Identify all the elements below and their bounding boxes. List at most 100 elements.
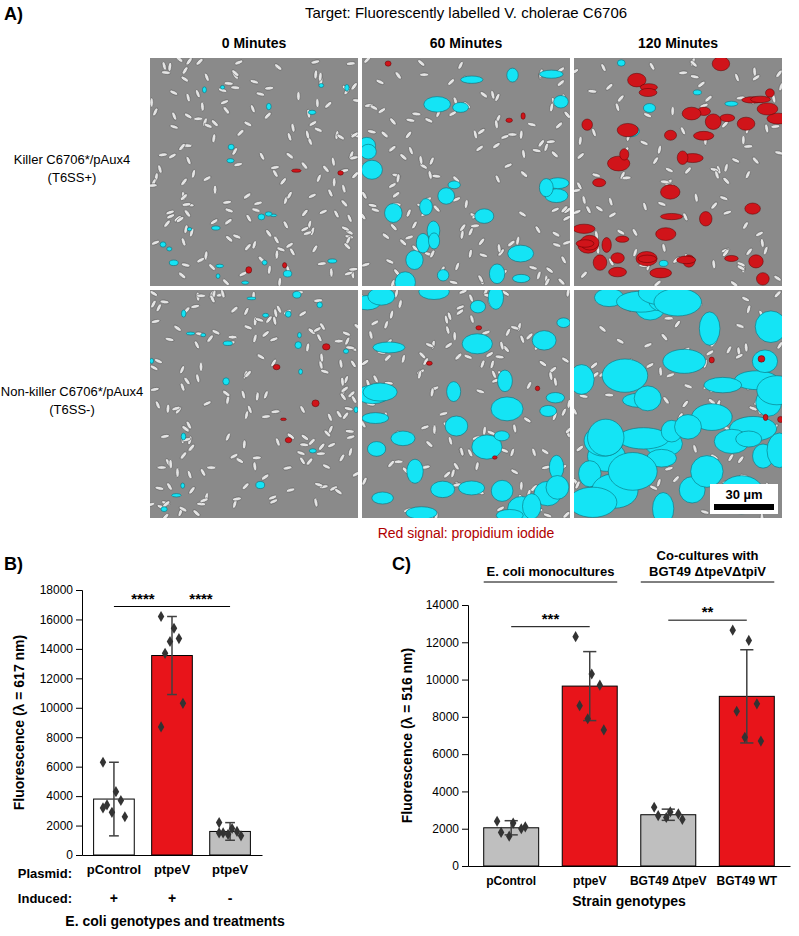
cell	[345, 429, 354, 433]
cell	[362, 476, 368, 486]
cell	[265, 229, 273, 238]
cell	[207, 466, 216, 470]
y-tick: 10000	[426, 673, 468, 687]
cell	[286, 132, 292, 142]
y-tick: 0	[452, 859, 468, 873]
data-point	[572, 631, 578, 642]
cell	[428, 156, 435, 166]
cell	[185, 93, 191, 103]
cyan-signal	[653, 493, 674, 518]
y-tick-mark	[76, 737, 82, 738]
cell	[705, 349, 715, 357]
cell	[235, 457, 245, 465]
cell	[589, 361, 598, 369]
cell	[562, 510, 570, 518]
cell	[734, 73, 740, 83]
y-tick-label: 8000	[46, 731, 73, 745]
cell	[197, 294, 206, 298]
cell	[450, 469, 456, 479]
red-signal	[665, 130, 677, 140]
cell	[664, 316, 673, 320]
y-tick: 2000	[46, 819, 82, 833]
x-tick: ptpeV	[212, 855, 248, 877]
x-axis: pControlptpeVptpeV	[83, 855, 263, 877]
cell	[181, 262, 191, 267]
cell	[178, 271, 187, 280]
cell	[339, 392, 347, 401]
cell	[220, 290, 226, 299]
red-signal	[682, 107, 701, 120]
cell	[344, 336, 351, 346]
cell	[616, 228, 626, 236]
cyan-signal	[491, 397, 523, 421]
cyan-signal	[201, 333, 206, 336]
x-tick-label: pControl	[486, 874, 536, 888]
data-point	[655, 810, 661, 821]
error-bar-cap	[225, 822, 235, 824]
cell	[165, 337, 175, 342]
error-bar-cap	[740, 649, 753, 651]
cell	[230, 305, 239, 314]
cyan-signal	[220, 85, 224, 89]
cell	[562, 240, 570, 246]
cell	[285, 151, 294, 159]
red-signal	[693, 131, 713, 140]
cell	[316, 452, 325, 456]
error-bar-cap	[225, 840, 235, 842]
cell	[180, 75, 189, 83]
y-tick: 8000	[432, 710, 468, 724]
cell	[560, 255, 567, 265]
cell	[660, 180, 669, 184]
significance-label: ****	[131, 590, 155, 607]
significance-label: ***	[542, 610, 560, 627]
red-signal	[737, 117, 755, 130]
category-title: Plasmid:	[18, 866, 72, 881]
cyan-signal	[494, 431, 509, 441]
cell	[350, 131, 358, 139]
cyan-signal	[212, 226, 221, 230]
cell	[385, 258, 395, 265]
y-tick-label: 16000	[40, 613, 74, 627]
cell	[389, 223, 398, 232]
cell	[657, 201, 667, 208]
cell	[494, 119, 499, 128]
y-tick-mark	[462, 829, 468, 830]
y-tick-label: 14000	[426, 598, 460, 612]
cell	[275, 437, 281, 447]
red-signal	[609, 267, 627, 277]
cell	[331, 157, 336, 166]
cell	[532, 148, 542, 153]
data-point	[510, 818, 516, 829]
cell	[491, 369, 498, 379]
red-signal	[593, 179, 606, 187]
data-point	[729, 625, 735, 636]
y-tick-label: 12000	[40, 672, 74, 686]
cell	[341, 84, 350, 92]
cell	[490, 90, 496, 100]
cyan-signal	[539, 179, 553, 197]
cyan-signal	[462, 334, 492, 354]
x-tick: BGT49 ΔtpeV	[630, 866, 707, 888]
micrograph	[362, 290, 570, 518]
cell	[574, 406, 578, 416]
x-tick-label: BGT49 ΔtpeV	[630, 874, 707, 888]
cyan-signal	[691, 456, 723, 488]
cell	[160, 300, 169, 304]
cyan-signal	[540, 70, 564, 78]
cyan-signal	[453, 102, 469, 112]
row-label: (T6SS-)	[49, 402, 95, 417]
data-point	[754, 698, 760, 709]
cell	[183, 112, 193, 120]
cell	[213, 185, 217, 194]
cell	[690, 74, 699, 79]
cell	[168, 62, 172, 71]
cell	[561, 356, 570, 364]
x-tick: BGT49 WT	[716, 866, 777, 888]
row-label: Non-killer C6706*/pAux4	[1, 384, 143, 399]
column-header: 120 Minutes	[638, 35, 718, 51]
cyan-signal	[675, 415, 702, 440]
cell	[192, 509, 201, 518]
cell	[429, 249, 436, 259]
cell	[734, 352, 744, 359]
cell	[553, 377, 558, 386]
